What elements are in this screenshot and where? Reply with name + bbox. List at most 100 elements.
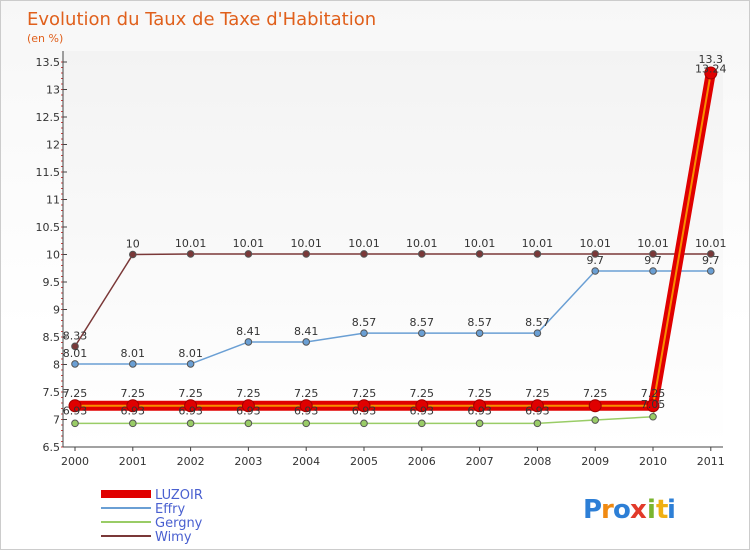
data-label-effry: 8.57	[352, 316, 377, 329]
data-point-effry	[533, 329, 542, 337]
x-tick-label: 2009	[581, 455, 609, 468]
data-label-luzoir: 7.25	[121, 387, 146, 400]
x-tick-label: 2003	[234, 455, 262, 468]
data-point-effry	[302, 338, 311, 346]
legend-label-wimy: Wimy	[155, 530, 192, 545]
data-point-luzoir	[357, 399, 371, 413]
plot-background	[63, 51, 723, 447]
data-label-wimy: 10.01	[522, 237, 554, 250]
data-point-wimy	[649, 250, 657, 258]
data-point-gergny	[649, 412, 657, 421]
data-point-effry	[707, 267, 715, 275]
logo-letter: o	[613, 495, 631, 525]
data-label-gergny: 6.93	[121, 404, 146, 417]
data-label-effry: 8.41	[294, 325, 319, 338]
data-label-luzoir: 7.25	[294, 387, 319, 400]
legend-label-effry: Effry	[155, 502, 186, 517]
y-tick-label: 11	[46, 194, 60, 207]
y-tick-label: 12.5	[36, 111, 61, 124]
data-label-gergny: 6.93	[525, 404, 550, 417]
y-tick-label: 7.5	[43, 386, 61, 399]
data-label-wimy: 10.01	[579, 237, 611, 250]
y-tick-label: 8	[53, 359, 60, 372]
data-label-effry: 8.57	[467, 316, 492, 329]
logo-letter: i	[647, 495, 656, 525]
data-label-wimy: 10.01	[695, 237, 727, 250]
data-label-wimy: 10.01	[464, 237, 496, 250]
chart-subtitle: (en %)	[27, 32, 63, 45]
y-tick-label: 9	[53, 304, 60, 317]
x-tick-label: 2006	[408, 455, 436, 468]
x-tick-label: 2011	[697, 455, 725, 468]
data-label-effry: 9.7	[586, 254, 604, 267]
data-label-wimy: 10.01	[175, 237, 207, 250]
data-point-luzoir	[126, 399, 140, 413]
data-label-gergny: 6.93	[178, 404, 203, 417]
data-label-gergny: 6.93	[236, 404, 261, 417]
data-point-gergny	[244, 419, 253, 428]
data-label-gergny: 6.93	[63, 404, 88, 417]
data-point-effry	[475, 329, 484, 337]
data-label-luzoir: 7.25	[178, 387, 203, 400]
data-point-luzoir	[299, 399, 313, 413]
data-label-luzoir: 7.25	[467, 387, 492, 400]
x-tick-label: 2001	[119, 455, 147, 468]
y-tick-label: 10	[46, 249, 60, 262]
data-point-wimy	[360, 250, 368, 258]
data-point-luzoir	[530, 399, 544, 413]
y-tick-label: 7	[53, 414, 60, 427]
series-line-effry	[75, 270, 711, 365]
data-point-luzoir	[473, 399, 487, 413]
y-tick-label: 6.5	[43, 441, 61, 454]
plot-area: 6.5 7 7.5 8 8.5 9 9.5 10 10.5 11 11.5 12 12.5 13 13.5 2…	[36, 51, 727, 468]
x-tick-label: 2007	[466, 455, 494, 468]
data-point-wimy	[244, 250, 253, 258]
data-point-effry	[244, 338, 253, 346]
data-label-effry: 9.7	[644, 254, 662, 267]
data-point-luzoir	[704, 66, 718, 80]
proxiti-logo: Pr o x i ti	[583, 495, 676, 525]
data-label-wimy: 10.01	[406, 237, 438, 250]
logo-letter: r	[601, 495, 614, 525]
y-tick-label: 13	[46, 84, 60, 97]
chart-title: Evolution du Taux de Taxe d'Habitation	[27, 9, 376, 30]
logo-letter: P	[583, 495, 602, 525]
data-point-gergny	[71, 419, 79, 428]
y-tick-label: 10.5	[36, 221, 61, 234]
x-tick-label: 2005	[350, 455, 378, 468]
data-point-wimy	[533, 250, 542, 258]
data-label-wimy: 8.33	[63, 329, 88, 342]
x-tick-label: 2000	[61, 455, 89, 468]
data-point-gergny	[360, 419, 368, 428]
data-point-luzoir	[241, 399, 255, 413]
data-point-wimy	[591, 250, 600, 258]
data-label-gergny: 13.24	[695, 62, 727, 75]
data-label-luzoir: 7.25	[583, 387, 608, 400]
data-point-effry	[418, 329, 426, 337]
data-point-gergny	[418, 419, 426, 428]
data-point-wimy	[186, 250, 195, 258]
series-line-gergny	[75, 76, 712, 425]
data-label-wimy: 10.01	[348, 237, 380, 250]
data-label-wimy: 10.01	[233, 237, 265, 250]
legend-label-gergny: Gergny	[155, 516, 203, 531]
logo-letter: x	[630, 495, 647, 525]
data-label-effry: 8.41	[236, 325, 261, 338]
data-label-wimy: 10.01	[637, 237, 669, 250]
data-label-wimy: 10	[126, 238, 140, 251]
y-tick-label: 11.5	[36, 166, 61, 179]
data-point-effry	[649, 267, 657, 275]
data-label-luzoir: 7.25	[352, 387, 377, 400]
data-label-effry: 9.7	[702, 254, 720, 267]
legend-label-luzoir: LUZOIR	[155, 488, 203, 503]
y-tick-label: 9.5	[43, 276, 61, 289]
x-tick-label: 2010	[639, 455, 667, 468]
data-point-gergny	[475, 419, 484, 428]
y-tick-label: 12	[46, 139, 60, 152]
data-point-luzoir	[415, 399, 429, 413]
data-label-wimy: 10.01	[290, 237, 322, 250]
data-point-gergny	[591, 416, 600, 424]
data-point-effry	[360, 329, 368, 337]
data-label-luzoir: 7.25	[410, 387, 435, 400]
